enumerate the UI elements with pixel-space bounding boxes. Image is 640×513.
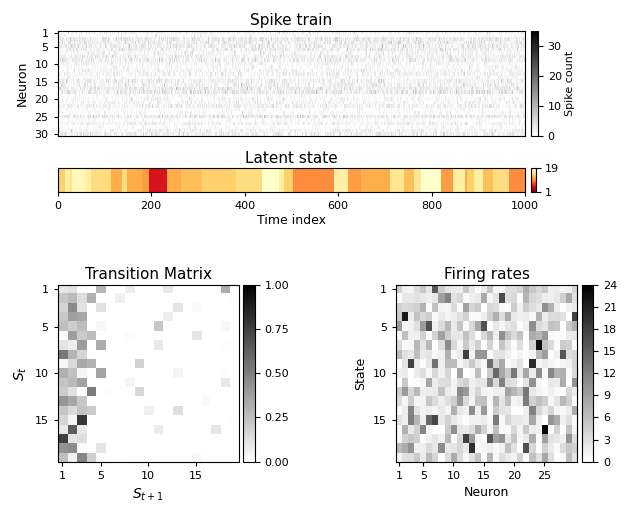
Y-axis label: Spike count: Spike count	[564, 51, 575, 116]
X-axis label: Neuron: Neuron	[464, 486, 509, 499]
Title: Spike train: Spike train	[250, 13, 333, 28]
Y-axis label: $S_t$: $S_t$	[13, 366, 29, 381]
Y-axis label: State: State	[355, 357, 367, 390]
Title: Firing rates: Firing rates	[444, 267, 530, 282]
Y-axis label: Neuron: Neuron	[16, 61, 29, 106]
X-axis label: Time index: Time index	[257, 213, 326, 227]
Title: Transition Matrix: Transition Matrix	[84, 267, 212, 282]
Title: Latent state: Latent state	[245, 151, 338, 166]
X-axis label: $S_{t+1}$: $S_{t+1}$	[132, 486, 164, 503]
